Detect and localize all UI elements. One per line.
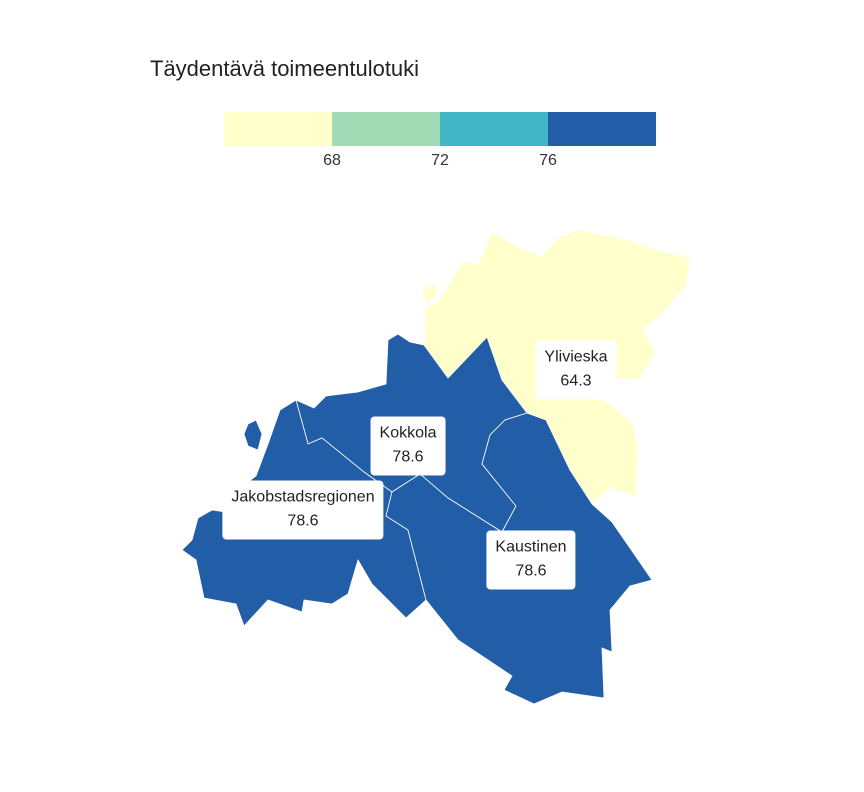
region-label-jakobstadsregionen: Jakobstadsregionen 78.6 <box>222 480 384 540</box>
legend-tick-3: 76 <box>539 152 557 169</box>
region-label-ylivieska: Ylivieska 64.3 <box>535 340 617 400</box>
region-value: 78.6 <box>392 448 424 466</box>
region-value: 78.6 <box>515 562 547 580</box>
region-name: Jakobstadsregionen <box>231 488 375 506</box>
island-ylivieska <box>421 283 439 303</box>
legend-swatch-3 <box>440 112 548 146</box>
legend-swatch-2 <box>332 112 440 146</box>
region-name: Kaustinen <box>495 538 567 556</box>
region-value: 64.3 <box>560 372 592 390</box>
region-name: Kokkola <box>379 424 437 442</box>
region-label-kaustinen: Kaustinen 78.6 <box>486 530 576 590</box>
map-title: Täydentävä toimeentulotuki <box>150 56 420 81</box>
island-jakobstad <box>243 419 263 451</box>
legend-swatch-1 <box>224 112 332 146</box>
legend-tick-1: 68 <box>323 152 341 169</box>
region-value: 78.6 <box>287 512 319 530</box>
color-legend <box>224 112 656 146</box>
region-name: Ylivieska <box>544 348 608 366</box>
region-label-kokkola: Kokkola 78.6 <box>370 416 446 476</box>
legend-tick-2: 72 <box>431 152 449 169</box>
legend-swatch-4 <box>548 112 656 146</box>
